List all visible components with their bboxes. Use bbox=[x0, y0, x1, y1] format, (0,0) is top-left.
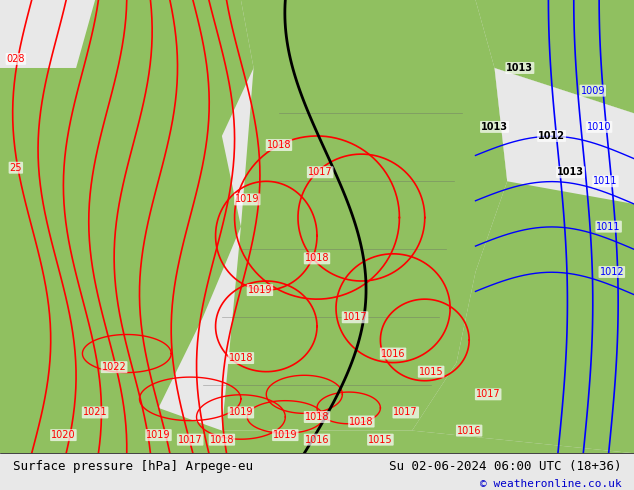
Text: 1011: 1011 bbox=[593, 176, 618, 186]
Text: 1018: 1018 bbox=[349, 416, 373, 426]
Text: 1016: 1016 bbox=[305, 435, 329, 444]
Text: 1019: 1019 bbox=[248, 285, 272, 295]
Text: 1018: 1018 bbox=[210, 435, 234, 444]
Text: 1015: 1015 bbox=[368, 435, 392, 444]
Polygon shape bbox=[412, 68, 634, 453]
Text: 1009: 1009 bbox=[581, 86, 605, 96]
Text: 1016: 1016 bbox=[381, 348, 405, 359]
Text: 1017: 1017 bbox=[343, 312, 367, 322]
Text: 1018: 1018 bbox=[229, 353, 253, 363]
Text: 1016: 1016 bbox=[457, 426, 481, 436]
Text: 1017: 1017 bbox=[308, 167, 332, 177]
Text: 1017: 1017 bbox=[394, 408, 418, 417]
Text: Su 02-06-2024 06:00 UTC (18+36): Su 02-06-2024 06:00 UTC (18+36) bbox=[389, 460, 621, 473]
Text: 1020: 1020 bbox=[51, 430, 75, 440]
Polygon shape bbox=[222, 0, 507, 431]
Text: 1015: 1015 bbox=[419, 367, 443, 377]
Text: 1013: 1013 bbox=[481, 122, 508, 132]
Text: 1019: 1019 bbox=[235, 195, 259, 204]
Text: 1018: 1018 bbox=[305, 253, 329, 263]
Text: 1013: 1013 bbox=[507, 63, 533, 73]
Polygon shape bbox=[476, 0, 634, 113]
Text: 1012: 1012 bbox=[600, 267, 624, 277]
Text: © weatheronline.co.uk: © weatheronline.co.uk bbox=[479, 480, 621, 490]
Text: 1019: 1019 bbox=[273, 430, 297, 440]
Text: Surface pressure [hPa] Arpege-eu: Surface pressure [hPa] Arpege-eu bbox=[13, 460, 253, 473]
Text: 1021: 1021 bbox=[83, 408, 107, 417]
Text: 1019: 1019 bbox=[146, 430, 171, 440]
Text: 25: 25 bbox=[10, 163, 22, 172]
Text: 1012: 1012 bbox=[538, 131, 565, 141]
Text: 1013: 1013 bbox=[557, 167, 584, 177]
Text: 1019: 1019 bbox=[229, 408, 253, 417]
Text: 1018: 1018 bbox=[267, 140, 291, 150]
Text: 1022: 1022 bbox=[101, 362, 127, 372]
Text: 1011: 1011 bbox=[597, 221, 621, 232]
Polygon shape bbox=[0, 0, 95, 68]
Polygon shape bbox=[0, 385, 634, 453]
Polygon shape bbox=[495, 68, 634, 204]
Text: 1017: 1017 bbox=[476, 390, 500, 399]
Polygon shape bbox=[0, 0, 254, 408]
Text: 028: 028 bbox=[6, 54, 25, 64]
Text: 1010: 1010 bbox=[587, 122, 611, 132]
Text: 1018: 1018 bbox=[305, 412, 329, 422]
Text: 1017: 1017 bbox=[178, 435, 202, 444]
